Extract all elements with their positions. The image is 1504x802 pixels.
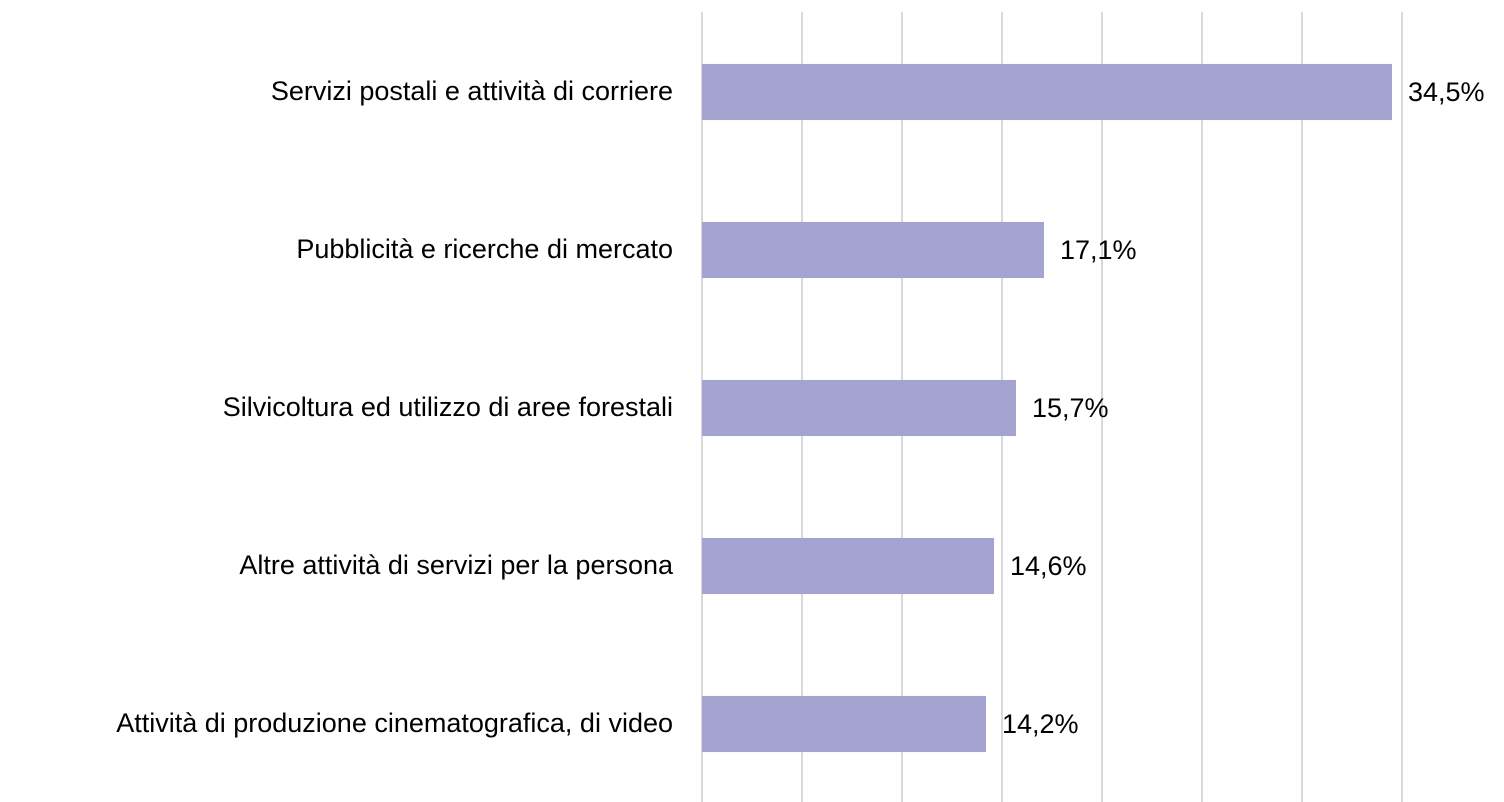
y-tick-label: Servizi postali e attività di corriere	[271, 76, 673, 106]
y-tick-label: Altre attività di servizi per la persona	[239, 550, 674, 580]
value-label: 14,6%	[1010, 551, 1087, 581]
y-tick-label: Attività di produzione cinematografica, …	[116, 708, 673, 738]
y-tick-label: Pubblicità e ricerche di mercato	[296, 234, 673, 264]
y-tick-label: Silvicoltura ed utilizzo di aree foresta…	[223, 392, 673, 422]
value-label: 15,7%	[1032, 393, 1109, 423]
bar	[702, 379, 1016, 437]
value-label: 14,2%	[1002, 709, 1079, 739]
value-label: 34,5%	[1408, 77, 1485, 107]
bar	[702, 63, 1392, 121]
value-label: 17,1%	[1060, 235, 1137, 265]
bar	[702, 537, 994, 595]
bar	[702, 221, 1044, 279]
bar	[702, 695, 986, 753]
